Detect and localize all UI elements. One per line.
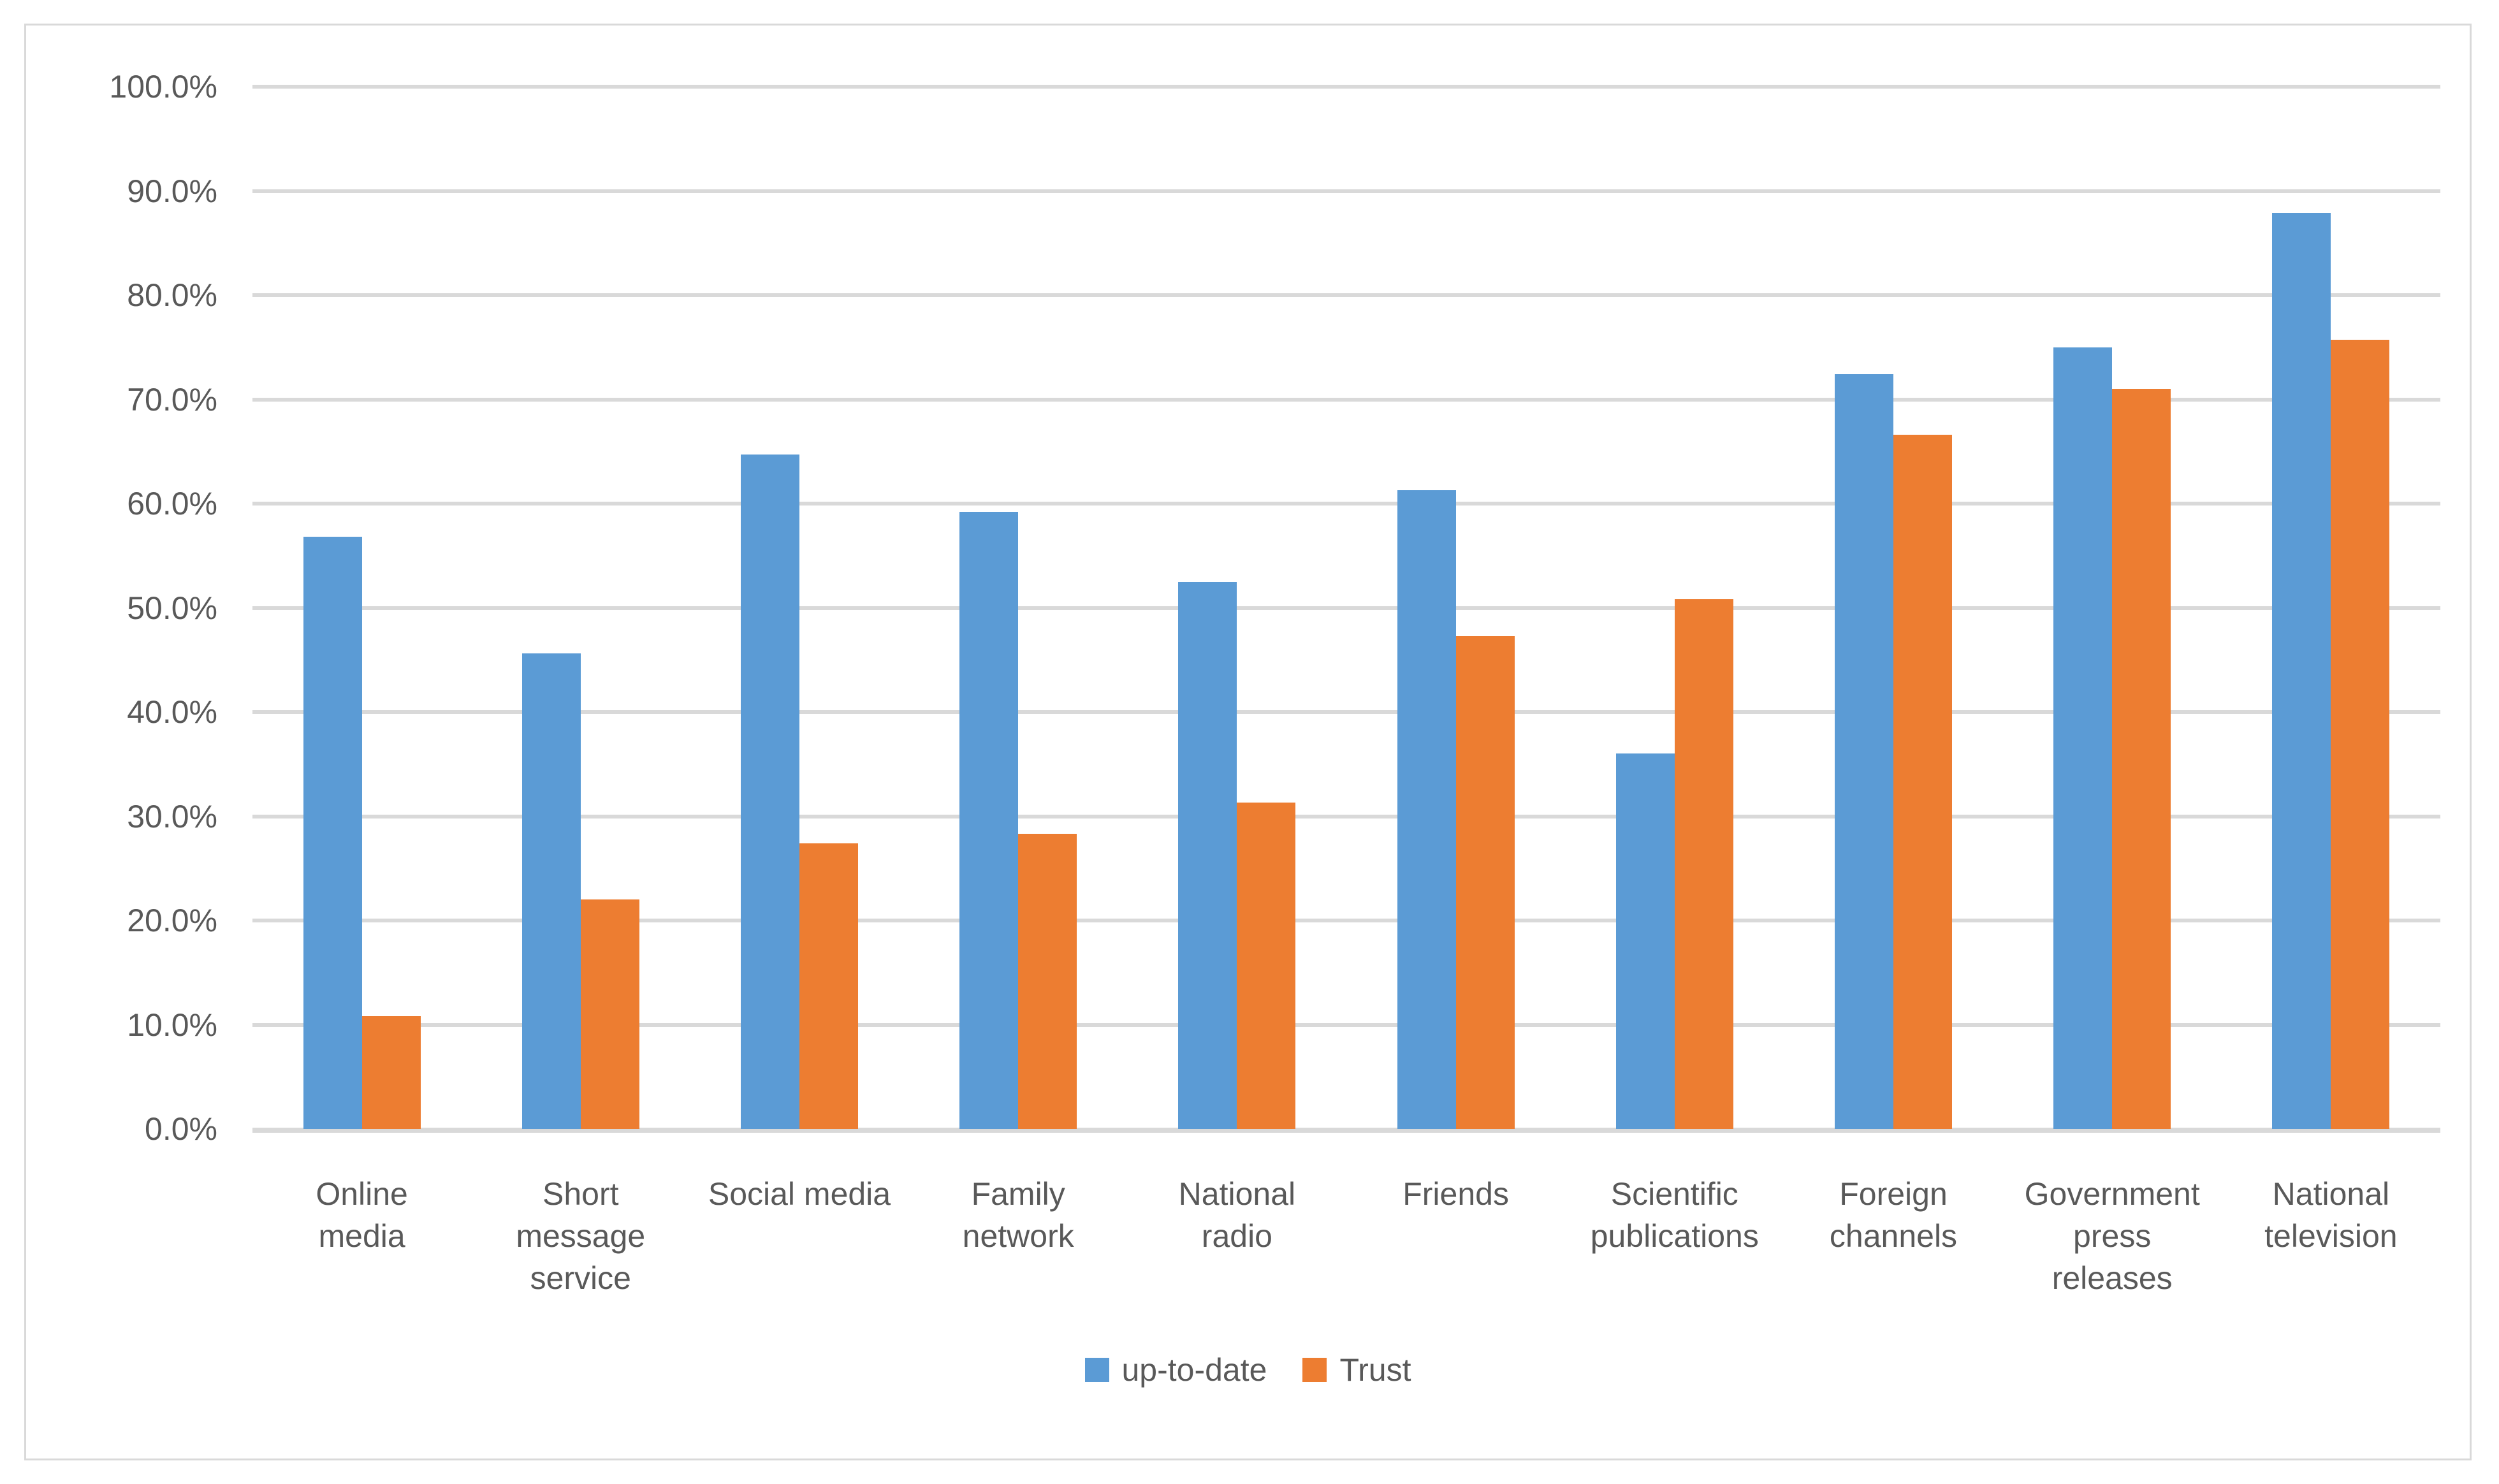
y-tick-label-100: 100.0% xyxy=(109,69,217,105)
bar-up-to-date xyxy=(303,537,362,1129)
gridline-60 xyxy=(252,502,2440,506)
gridline-0 xyxy=(252,1128,2440,1133)
gridline-20 xyxy=(252,919,2440,922)
bar-up-to-date xyxy=(959,512,1019,1129)
gridline-50 xyxy=(252,606,2440,610)
bar-group xyxy=(1346,87,1565,1129)
x-axis-labels: Online media Short message service Social … xyxy=(252,1173,2440,1377)
y-tick-label-20: 20.0% xyxy=(127,903,217,938)
bar-trust xyxy=(1018,834,1077,1129)
plot-area xyxy=(252,85,2440,1133)
legend-item-up-to-date: up-to-date xyxy=(1084,1351,1267,1388)
bar-group xyxy=(1128,87,1346,1129)
bar-groups xyxy=(252,87,2440,1129)
bar-trust xyxy=(1455,636,1515,1129)
category-label: Family network xyxy=(962,1176,1074,1254)
y-tick-label-60: 60.0% xyxy=(127,486,217,521)
bar-group xyxy=(1784,87,2002,1129)
bar-up-to-date xyxy=(521,653,581,1129)
bar-group xyxy=(2222,87,2440,1129)
bar-up-to-date xyxy=(2272,212,2331,1129)
gridline-90 xyxy=(252,189,2440,193)
category-label: Foreign channels xyxy=(1829,1176,1958,1254)
legend-swatch-trust-icon xyxy=(1302,1358,1327,1382)
legend-label-trust: Trust xyxy=(1339,1352,1411,1388)
category-label: National radio xyxy=(1178,1176,1296,1254)
y-axis-labels: 0.0% 10.0% 20.0% 30.0% 40.0% 50.0% 60.0% 70.0% 8… xyxy=(26,69,217,1147)
bar-group xyxy=(252,87,471,1129)
bar-group xyxy=(690,87,908,1129)
y-tick-label-90: 90.0% xyxy=(127,173,217,209)
category-label: Online media xyxy=(316,1176,408,1254)
legend-swatch-up-to-date-icon xyxy=(1084,1358,1109,1382)
bar-trust xyxy=(1893,435,1952,1129)
category-label: Government press releases xyxy=(2024,1176,2200,1296)
bar-trust xyxy=(2112,389,2171,1129)
gridline-10 xyxy=(252,1022,2440,1027)
gridline-70 xyxy=(252,397,2440,402)
bar-up-to-date xyxy=(740,455,799,1129)
gridline-100 xyxy=(252,85,2440,89)
y-tick-label-40: 40.0% xyxy=(127,694,217,730)
bar-group xyxy=(909,87,1128,1129)
bar-up-to-date xyxy=(1834,374,1893,1129)
bar-up-to-date xyxy=(1397,490,1456,1129)
y-tick-label-50: 50.0% xyxy=(127,590,217,626)
bar-up-to-date xyxy=(1178,581,1237,1129)
bar-trust xyxy=(799,843,858,1129)
y-tick-label-70: 70.0% xyxy=(127,381,217,418)
y-tick-label-80: 80.0% xyxy=(127,277,217,313)
bar-trust xyxy=(1237,803,1296,1129)
legend: up-to-date Trust xyxy=(26,1351,2470,1388)
bar-trust xyxy=(361,1016,421,1129)
category-label: Friends xyxy=(1402,1176,1509,1212)
bar-group xyxy=(471,87,690,1129)
bar-up-to-date xyxy=(1615,753,1675,1129)
y-tick-label-10: 10.0% xyxy=(127,1007,217,1043)
y-tick-label-30: 30.0% xyxy=(127,798,217,834)
category-label: National television xyxy=(2264,1176,2398,1254)
bar-group xyxy=(2003,87,2222,1129)
y-tick-label-0: 0.0% xyxy=(145,1111,217,1147)
category-label: Social media xyxy=(708,1176,891,1212)
gridline-30 xyxy=(252,814,2440,818)
legend-item-trust: Trust xyxy=(1302,1351,1411,1388)
category-label: Scientific publications xyxy=(1590,1176,1759,1254)
bar-trust xyxy=(1674,599,1733,1129)
gridline-80 xyxy=(252,293,2440,297)
chart-frame: 0.0% 10.0% 20.0% 30.0% 40.0% 50.0% 60.0% 70.0% 8… xyxy=(24,24,2472,1460)
category-label: Short message service xyxy=(516,1176,646,1296)
gridline-40 xyxy=(252,710,2440,714)
bar-trust xyxy=(580,899,639,1129)
legend-label-up-to-date: up-to-date xyxy=(1121,1352,1267,1388)
bar-group xyxy=(1565,87,1784,1129)
bar-up-to-date xyxy=(2053,347,2113,1129)
bar-trust xyxy=(2331,340,2390,1129)
